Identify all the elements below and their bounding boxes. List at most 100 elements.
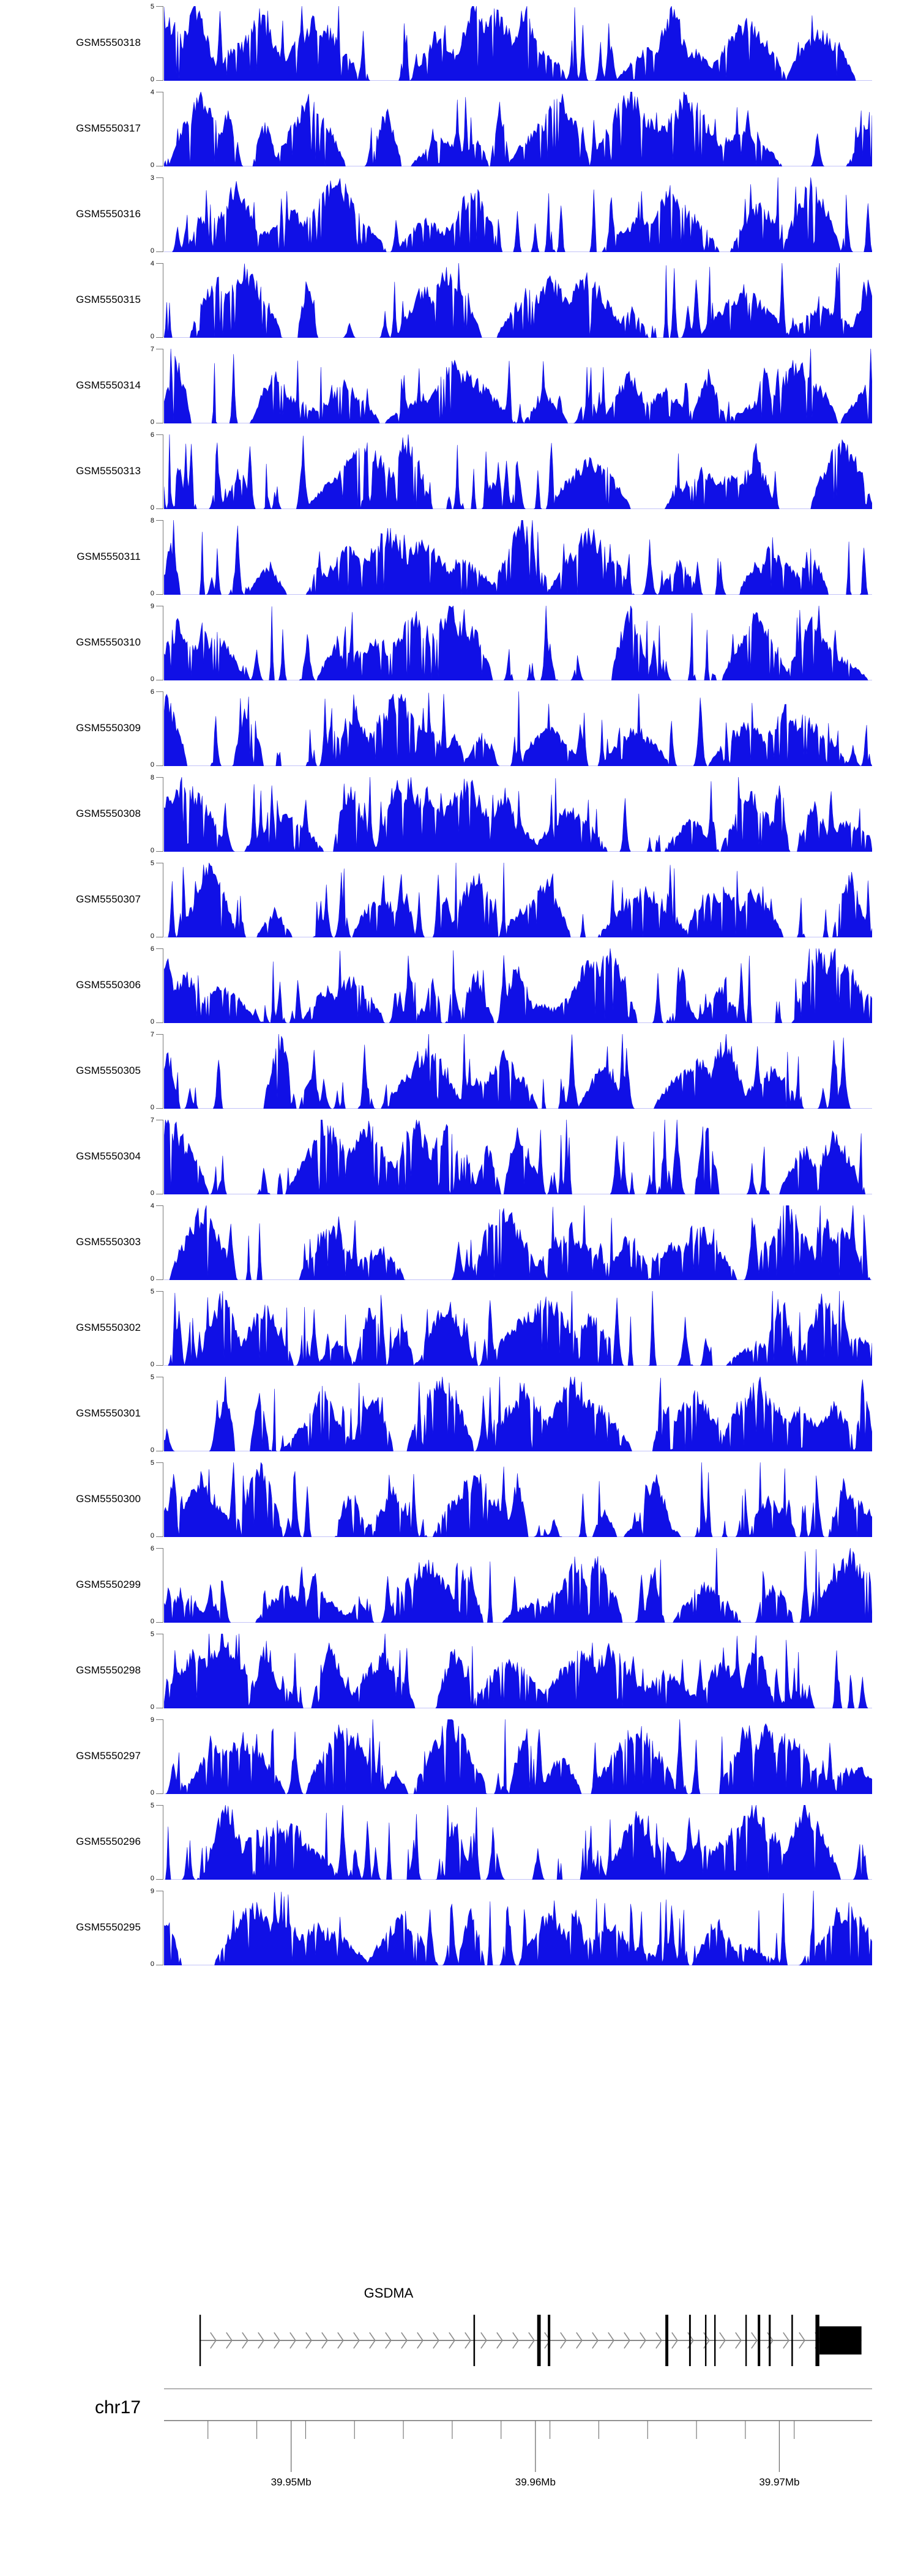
y-axis-min-tick	[156, 251, 163, 252]
coverage-plot-area	[164, 863, 872, 937]
track-sample-label: GSM5550310	[76, 636, 141, 648]
y-axis-min-label: 0	[150, 162, 154, 169]
gene-exon	[819, 2326, 862, 2355]
y-axis-min-label: 0	[150, 333, 154, 340]
coverage-track: GSM5550316 3 0	[0, 171, 918, 257]
y-axis-min-label: 0	[150, 504, 154, 512]
y-axis-min-tick	[156, 1365, 163, 1366]
track-sample-label: GSM5550311	[76, 551, 141, 562]
coverage-plot-area	[164, 1462, 872, 1537]
y-axis-max-label: 6	[150, 688, 154, 696]
y-axis-max-label: 5	[150, 1374, 154, 1381]
coverage-track: GSM5550297 9 0	[0, 1713, 918, 1799]
axis-tick-label: 39.97Mb	[759, 2476, 799, 2488]
gene-exon	[745, 2315, 747, 2366]
y-axis-min-label: 0	[150, 419, 154, 426]
coverage-track-list: GSM5550318 5 0 GSM5550317 4 0 GSM5550316 3 0 GSM5…	[0, 0, 918, 1970]
y-axis-min-tick	[156, 1536, 163, 1537]
y-axis-min-label: 0	[150, 1018, 154, 1026]
y-axis-max-tick	[156, 1805, 163, 1806]
y-axis-min-label: 0	[150, 1104, 154, 1111]
coverage-track: GSM5550310 9 0	[0, 600, 918, 685]
coverage-plot-area	[164, 1634, 872, 1708]
gene-exon	[758, 2315, 761, 2366]
y-axis-min-tick	[156, 337, 163, 338]
track-sample-label: GSM5550304	[76, 1150, 141, 1162]
chromosome-label: chr17	[94, 2397, 141, 2418]
y-axis-max-label: 9	[150, 1716, 154, 1724]
axis-tick-label: 39.95Mb	[271, 2476, 312, 2488]
y-axis-min-tick	[156, 80, 163, 81]
track-sample-label: GSM5550305	[76, 1065, 141, 1076]
y-axis-max-tick	[156, 691, 163, 692]
coverage-plot-area	[164, 520, 872, 595]
track-sample-label: GSM5550308	[76, 808, 141, 819]
coverage-track: GSM5550315 4 0	[0, 257, 918, 343]
track-sample-label: GSM5550313	[76, 465, 141, 477]
coverage-track: GSM5550313 6 0	[0, 428, 918, 514]
axis-tick-label: 39.96Mb	[515, 2476, 556, 2488]
y-axis-max-tick	[156, 1719, 163, 1720]
gene-model-diagram	[199, 2315, 862, 2366]
coverage-plot-area	[164, 1034, 872, 1109]
gene-exon	[769, 2315, 771, 2366]
y-axis-max-label: 6	[150, 945, 154, 953]
y-axis-min-label: 0	[150, 1275, 154, 1282]
y-axis-max-label: 4	[150, 1202, 154, 1210]
coverage-plot-area	[164, 1891, 872, 1965]
y-axis-max-label: 5	[150, 1631, 154, 1638]
y-axis-max-label: 4	[150, 89, 154, 96]
coverage-plot-area	[164, 6, 872, 81]
coverage-track: GSM5550299 6 0	[0, 1542, 918, 1628]
gene-exon	[199, 2315, 201, 2366]
y-axis-min-label: 0	[150, 1446, 154, 1454]
coverage-track: GSM5550317 4 0	[0, 86, 918, 171]
y-axis-max-label: 7	[150, 346, 154, 353]
coverage-plot-area	[164, 948, 872, 1023]
coverage-track: GSM5550295 9 0	[0, 1885, 918, 1970]
y-axis-min-label: 0	[150, 1618, 154, 1625]
y-axis-min-label: 0	[150, 1532, 154, 1539]
track-sample-label: GSM5550314	[76, 379, 141, 391]
gene-exon	[688, 2315, 691, 2366]
y-axis-min-tick	[156, 1022, 163, 1023]
y-axis-max-tick	[156, 1462, 163, 1463]
track-sample-label: GSM5550309	[76, 722, 141, 734]
track-sample-label: GSM5550297	[76, 1750, 141, 1762]
gene-exon	[815, 2315, 819, 2366]
y-axis-max-tick	[156, 263, 163, 264]
y-axis-min-tick	[156, 1793, 163, 1794]
coverage-plot-area	[164, 1120, 872, 1194]
y-axis-max-tick	[156, 1548, 163, 1549]
y-axis-max-tick	[156, 948, 163, 949]
track-sample-label: GSM5550307	[76, 893, 141, 905]
y-axis-max-label: 5	[150, 1288, 154, 1295]
y-axis-max-label: 8	[150, 774, 154, 781]
track-sample-label: GSM5550318	[76, 37, 141, 48]
y-axis-max-label: 3	[150, 174, 154, 182]
gene-name-label: GSDMA	[364, 2285, 414, 2301]
y-axis-max-tick	[156, 1034, 163, 1035]
y-axis-min-tick	[156, 1279, 163, 1280]
coverage-track: GSM5550298 5 0	[0, 1628, 918, 1713]
y-axis-min-label: 0	[150, 1189, 154, 1197]
coverage-track: GSM5550311 8 0	[0, 514, 918, 600]
y-axis-max-label: 7	[150, 1117, 154, 1124]
track-sample-label: GSM5550315	[76, 294, 141, 305]
coverage-plot-area	[164, 606, 872, 680]
y-axis-max-label: 9	[150, 603, 154, 610]
track-sample-label: GSM5550301	[76, 1407, 141, 1419]
y-axis-max-tick	[156, 177, 163, 178]
track-sample-label: GSM5550296	[76, 1836, 141, 1847]
